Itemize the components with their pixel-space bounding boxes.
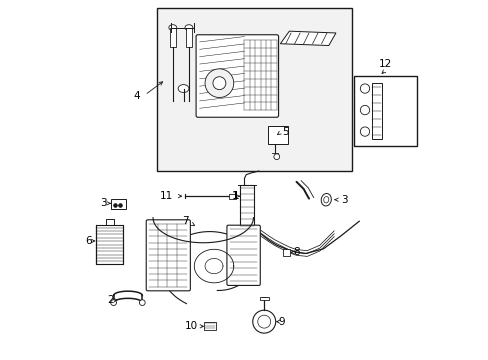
Text: 7: 7	[182, 216, 188, 226]
Bar	[204, 322, 215, 330]
Ellipse shape	[168, 25, 176, 31]
Ellipse shape	[178, 85, 188, 93]
Text: 5: 5	[282, 127, 288, 136]
Text: 9: 9	[278, 317, 285, 327]
Circle shape	[212, 77, 225, 90]
Text: 11: 11	[159, 191, 172, 201]
Circle shape	[360, 84, 369, 93]
Bar	[156, 8, 351, 171]
Bar	[96, 225, 122, 264]
Text: 12: 12	[378, 59, 391, 69]
Text: 3: 3	[341, 195, 347, 205]
Text: 3: 3	[100, 198, 106, 208]
Polygon shape	[280, 31, 335, 45]
Ellipse shape	[184, 25, 192, 31]
Bar	[169, 28, 175, 47]
Text: 2: 2	[107, 295, 113, 305]
Circle shape	[257, 315, 270, 328]
Circle shape	[252, 310, 275, 333]
Bar	[229, 194, 235, 199]
Bar	[185, 28, 191, 47]
Ellipse shape	[321, 193, 331, 206]
FancyBboxPatch shape	[146, 220, 190, 291]
Circle shape	[360, 105, 369, 115]
FancyBboxPatch shape	[226, 225, 260, 285]
Bar	[353, 76, 416, 146]
Bar	[283, 249, 290, 256]
Text: 10: 10	[184, 321, 198, 331]
Circle shape	[204, 69, 233, 98]
Bar	[240, 185, 253, 228]
Circle shape	[110, 300, 116, 306]
FancyBboxPatch shape	[196, 35, 278, 117]
Bar	[260, 297, 268, 300]
Bar	[371, 83, 381, 139]
Circle shape	[139, 300, 145, 306]
Circle shape	[360, 127, 369, 136]
Text: 6: 6	[85, 236, 92, 246]
Text: 8: 8	[292, 247, 299, 257]
Bar	[267, 126, 287, 144]
Text: 1: 1	[231, 191, 238, 201]
Text: 4: 4	[134, 91, 140, 101]
Ellipse shape	[323, 197, 328, 203]
Text: 1: 1	[232, 191, 239, 201]
Circle shape	[273, 154, 279, 159]
Bar	[111, 199, 126, 209]
